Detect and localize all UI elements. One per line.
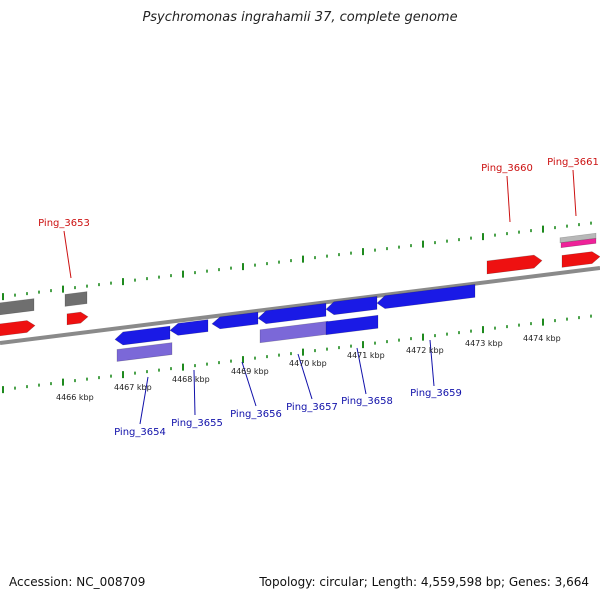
gene-label[interactable]: Ping_3654 (114, 427, 166, 438)
gene-arrow-reverse[interactable] (257, 302, 327, 325)
label-leader-line (356, 347, 367, 395)
label-leader-line (572, 169, 577, 217)
label-leader-line (241, 361, 257, 407)
tick-label: 4473 kbp (465, 339, 503, 348)
tick-label: 4467 kbp (114, 383, 152, 392)
gene-arrow-reverse-light[interactable] (259, 320, 329, 344)
outer-tick-row (2, 221, 592, 301)
gene-arrow-forward[interactable] (486, 254, 543, 275)
gene-arrow-forward[interactable] (66, 311, 89, 326)
gene-arrow-gray[interactable] (64, 291, 88, 307)
genome-title: Psychromonas ingrahamii 37, complete gen… (142, 10, 458, 25)
topology-summary: Topology: circular; Length: 4,559,598 bp… (259, 575, 589, 589)
inner-tick-row (2, 314, 592, 394)
label-leader-lines (63, 169, 577, 425)
gene-arrow-reverse[interactable] (114, 325, 171, 346)
gene-arrow-reverse[interactable] (325, 295, 378, 315)
gene-label[interactable]: Ping_3658 (341, 396, 393, 407)
gene-label[interactable]: Ping_3659 (410, 388, 462, 399)
gene-labels: Ping_3653 Ping_3654 Ping_3655 Ping_3656 Ping… (38, 157, 599, 438)
gene-arrow-reverse-light[interactable] (116, 342, 173, 362)
gene-arrow-forward[interactable] (0, 320, 36, 337)
label-leader-line (63, 230, 72, 279)
gene-label[interactable]: Ping_3660 (481, 163, 533, 174)
label-leader-line (506, 175, 511, 223)
label-leader-line (429, 339, 435, 387)
gene-arrow-forward[interactable] (561, 251, 600, 268)
accession-text: Accession: NC_008709 (9, 575, 146, 589)
tick-label: 4474 kbp (523, 334, 561, 343)
tick-labels: 4466 kbp 4467 kbp 4468 kbp 4469 kbp 4470 kbp… (56, 334, 561, 402)
tick-label: 4466 kbp (56, 393, 94, 402)
gene-arrow-gray[interactable] (0, 298, 35, 316)
gene-arrow-reverse[interactable] (376, 284, 476, 309)
tick-label: 4470 kbp (289, 359, 327, 368)
gene-label[interactable]: Ping_3653 (38, 218, 90, 229)
genome-backbone (0, 266, 600, 345)
tick-label: 4469 kbp (231, 367, 269, 376)
tick-label: 4471 kbp (347, 351, 385, 360)
gene-arrow-reverse[interactable] (211, 311, 259, 330)
tick-label: 4472 kbp (406, 346, 444, 355)
gene-label[interactable]: Ping_3657 (286, 402, 338, 413)
gene-label[interactable]: Ping_3655 (171, 418, 223, 429)
label-leader-line (139, 376, 149, 425)
gene-arrow-reverse[interactable] (169, 319, 209, 336)
tick-label: 4468 kbp (172, 375, 210, 384)
gene-label[interactable]: Ping_3656 (230, 409, 282, 420)
gene-arrow-pink[interactable] (560, 237, 597, 249)
label-leader-line (193, 369, 196, 416)
gene-label[interactable]: Ping_3661 (547, 157, 599, 168)
gene-arrow-reverse[interactable] (325, 314, 379, 336)
label-leader-line (297, 353, 313, 400)
gene-features (0, 232, 600, 362)
gene-arrow-light-gray[interactable] (559, 232, 597, 244)
